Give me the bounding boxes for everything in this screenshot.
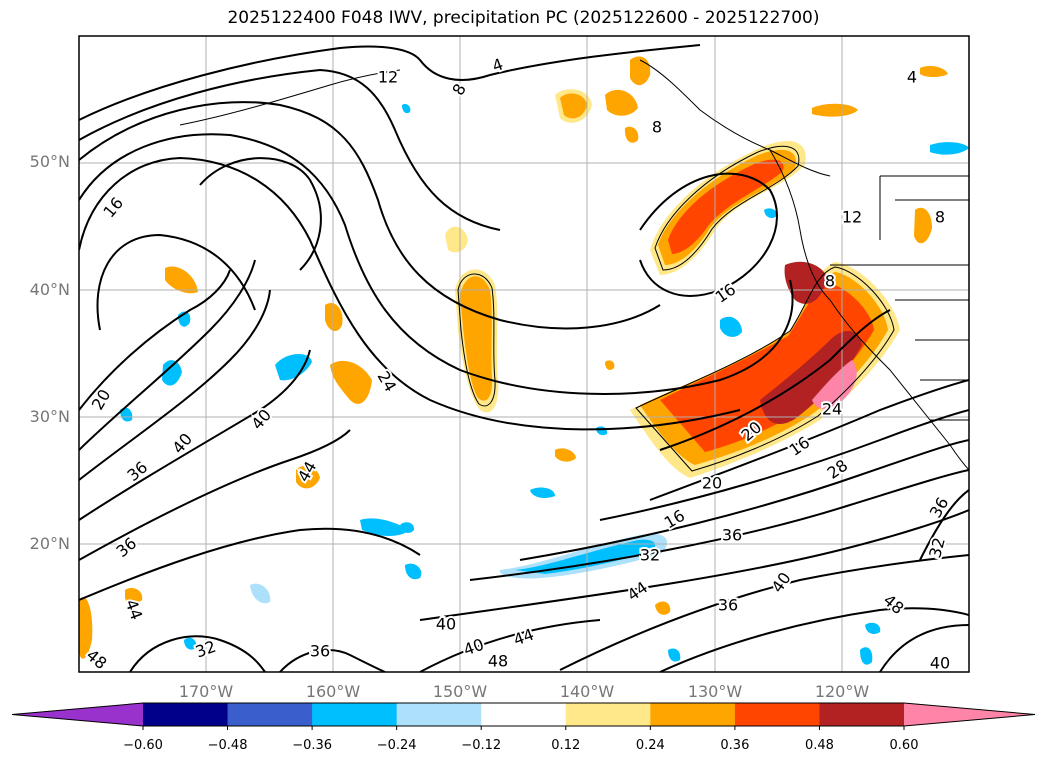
- colorbar-segment: [734, 703, 820, 726]
- contour-label: 36: [718, 596, 738, 615]
- lon-label-150w: 150°W: [432, 682, 488, 701]
- colorbar-tick-label: 0.24: [635, 738, 665, 753]
- colorbar-tick-label: 0.12: [551, 738, 581, 753]
- colorbar-tick-label: −0.36: [292, 738, 333, 753]
- colorbar-segment: [481, 703, 567, 726]
- contour-label: 40: [436, 615, 456, 634]
- lon-label-170w: 170°W: [178, 682, 234, 701]
- colorbar-extend-min: [12, 703, 143, 726]
- colorbar-tick-label: 0.48: [804, 738, 834, 753]
- colorbar-tick-label: 0.60: [889, 738, 919, 753]
- colorbar-tick-label: −0.60: [123, 738, 163, 753]
- contour-label: 40: [930, 654, 950, 673]
- map-plot-area: [79, 36, 969, 672]
- contour-label: 8: [825, 272, 835, 291]
- contour-label: 12: [378, 68, 398, 87]
- colorbar-segment: [650, 703, 736, 726]
- colorbar-tick-label: −0.12: [461, 738, 502, 753]
- colorbar-segment: [143, 703, 229, 726]
- colorbar-segment: [819, 703, 905, 726]
- iwv-contours: [79, 44, 969, 672]
- lat-label-40n: 40°N: [29, 280, 70, 299]
- colorbar-segment: [396, 703, 482, 726]
- colorbar-tick-label: −0.24: [376, 738, 417, 753]
- map-title: 2025122400 F048 IWV, precipitation PC (2…: [227, 8, 820, 28]
- contour-label: 8: [935, 208, 945, 227]
- contour-label: 36: [310, 642, 330, 661]
- contour-label: 36: [722, 526, 742, 545]
- lat-label-20n: 20°N: [29, 534, 70, 553]
- lon-label-140w: 140°W: [559, 682, 615, 701]
- contour-label: 12: [842, 208, 862, 227]
- colorbar-extend-max: [904, 703, 1035, 726]
- contour-label: 24: [822, 400, 842, 419]
- contour-label: 4: [907, 68, 917, 87]
- contour-label: 48: [488, 652, 508, 671]
- precipitation-outlines: [457, 145, 895, 472]
- colorbar-segment: [565, 703, 651, 726]
- lon-label-120w: 120°W: [814, 682, 870, 701]
- contour-label: 32: [640, 546, 660, 565]
- graticule: [79, 36, 969, 672]
- lat-label-30n: 30°N: [29, 407, 70, 426]
- precipitation-negative-shading: [120, 103, 969, 665]
- colorbar: [11, 702, 1036, 730]
- colorbar-segment: [227, 703, 313, 726]
- contour-label: 8: [652, 118, 662, 137]
- colorbar-tick-label: −0.48: [207, 738, 248, 753]
- colorbar-tick-label: 0.36: [720, 738, 750, 753]
- contour-label: 20: [702, 474, 722, 493]
- colorbar-segment: [312, 703, 398, 726]
- map-frame: [78, 35, 970, 673]
- lon-label-130w: 130°W: [687, 682, 743, 701]
- lat-label-50n: 50°N: [29, 152, 70, 171]
- lon-label-160w: 160°W: [305, 682, 361, 701]
